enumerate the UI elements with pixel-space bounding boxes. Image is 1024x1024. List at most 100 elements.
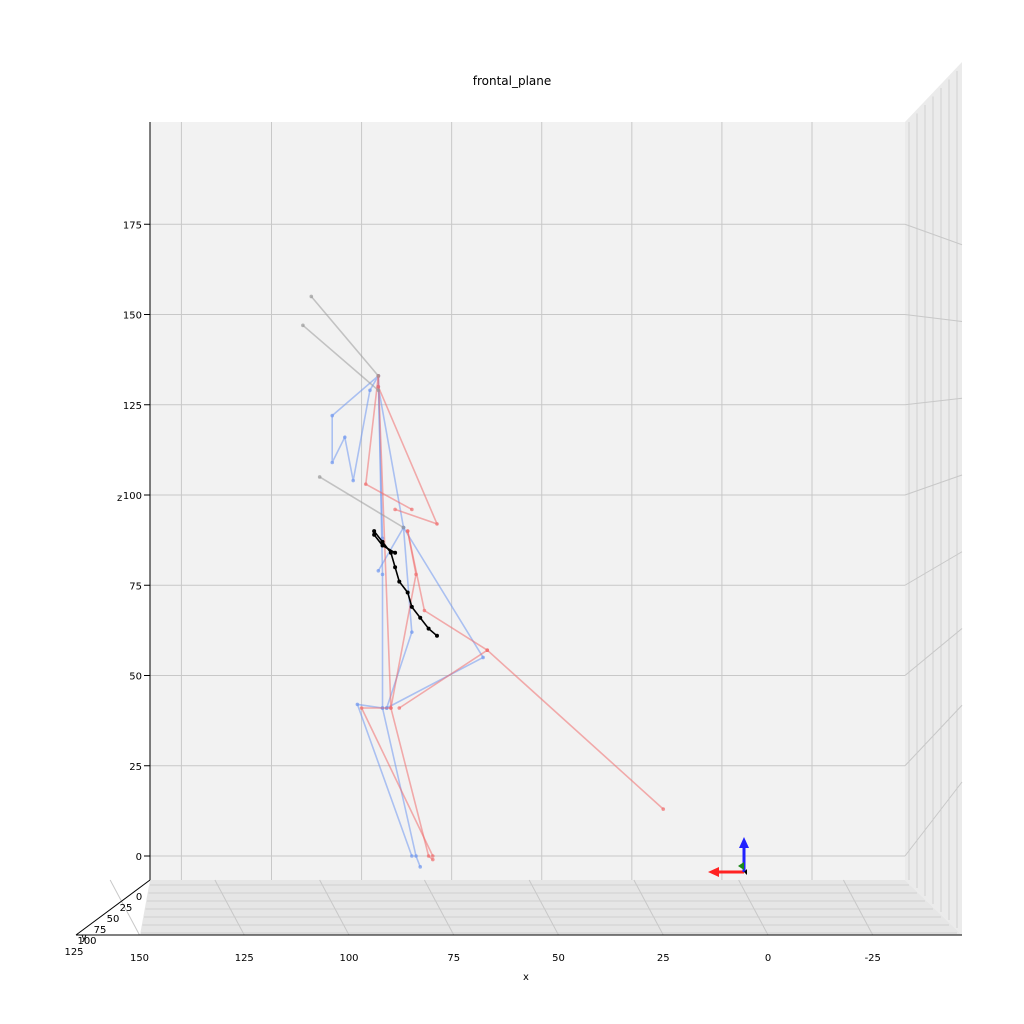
floor-pane bbox=[140, 880, 962, 935]
data-point-black bbox=[393, 550, 398, 555]
series-line-grey bbox=[310, 295, 379, 377]
series-line-blue bbox=[377, 386, 485, 709]
data-point-red bbox=[422, 608, 427, 613]
data-point-red bbox=[431, 857, 435, 862]
data-point-blue bbox=[330, 460, 335, 465]
z-tick-label: 125 bbox=[123, 401, 142, 412]
z-tick-label: 25 bbox=[129, 762, 142, 773]
data-point-red bbox=[661, 807, 666, 811]
series-grey bbox=[301, 294, 406, 530]
y-tick-label: 125 bbox=[64, 947, 83, 958]
data-point-red bbox=[397, 706, 402, 710]
floor-gridline bbox=[423, 879, 455, 936]
data-point-blue bbox=[343, 435, 347, 440]
chart-title: frontal_plane bbox=[473, 74, 552, 88]
data-point-blue bbox=[410, 630, 414, 634]
series-black bbox=[372, 529, 439, 638]
data-point-blue bbox=[351, 478, 355, 483]
data-point-red bbox=[414, 572, 418, 577]
x-axis-label: x bbox=[523, 972, 529, 983]
data-point-red bbox=[393, 507, 397, 512]
z-tick-label: 50 bbox=[129, 672, 142, 683]
data-point-grey bbox=[401, 525, 406, 530]
data-point-black bbox=[393, 565, 398, 570]
data-point-red bbox=[405, 529, 410, 533]
data-series bbox=[301, 294, 666, 869]
origin-axes bbox=[708, 837, 749, 877]
data-point-black bbox=[380, 539, 385, 544]
data-point-grey bbox=[317, 475, 322, 479]
data-point-red bbox=[363, 482, 368, 486]
z-tick-label: 0 bbox=[136, 852, 142, 863]
data-point-red bbox=[431, 854, 435, 858]
side-gridline bbox=[904, 781, 963, 857]
data-point-grey bbox=[376, 374, 381, 378]
y-axis-line bbox=[75, 879, 151, 936]
side-gridline bbox=[904, 397, 963, 406]
series-red bbox=[359, 374, 666, 862]
series-line-grey bbox=[319, 476, 404, 529]
x-tick-label: 75 bbox=[447, 953, 460, 964]
origin-x-arrowhead bbox=[708, 867, 719, 877]
side-gridline bbox=[904, 314, 963, 322]
floor-gridline bbox=[528, 879, 559, 936]
y-tick-label: 0 bbox=[136, 892, 142, 903]
axis-panes bbox=[140, 62, 962, 935]
floor-gridline bbox=[109, 879, 140, 936]
data-point-grey bbox=[309, 294, 314, 299]
series-line-red bbox=[377, 375, 434, 861]
data-point-black bbox=[426, 626, 431, 631]
origin-z-arrowhead bbox=[739, 837, 749, 848]
z-tick-label: 175 bbox=[123, 220, 142, 231]
x-tick-label: 50 bbox=[552, 953, 565, 964]
data-point-black bbox=[434, 633, 439, 638]
data-point-blue bbox=[414, 854, 418, 858]
data-point-black bbox=[409, 604, 414, 609]
floor-gridline bbox=[842, 879, 874, 936]
floor-gridline bbox=[319, 879, 350, 936]
data-point-black bbox=[372, 529, 377, 534]
data-point-black bbox=[405, 590, 410, 595]
x-tick-label: 0 bbox=[765, 953, 771, 964]
y-tick-label: 25 bbox=[120, 903, 133, 914]
data-point-red bbox=[410, 507, 414, 512]
side-gridline bbox=[904, 223, 963, 246]
origin-y-arrowhead bbox=[738, 862, 744, 870]
floor-gridline bbox=[633, 879, 664, 936]
data-point-blue bbox=[330, 413, 335, 418]
data-point-red bbox=[389, 706, 393, 710]
z-tick-label: 100 bbox=[123, 491, 142, 502]
series-line-blue bbox=[377, 527, 405, 572]
data-point-black bbox=[418, 615, 423, 620]
z-tick-label: 150 bbox=[123, 311, 142, 322]
y-tick-label: 100 bbox=[77, 936, 96, 947]
data-point-red bbox=[435, 522, 439, 526]
side-gridline bbox=[904, 474, 963, 496]
back-pane bbox=[150, 122, 905, 880]
side-gridline bbox=[904, 628, 963, 676]
data-point-blue bbox=[418, 865, 423, 869]
data-point-black bbox=[380, 543, 385, 548]
z-tick-label: 75 bbox=[129, 581, 142, 592]
floor-gridline bbox=[214, 879, 245, 936]
data-point-black bbox=[397, 579, 402, 584]
series-line-red bbox=[398, 649, 488, 709]
z-axis-label: z bbox=[117, 493, 122, 504]
data-point-blue bbox=[380, 536, 385, 541]
data-point-grey bbox=[376, 388, 381, 393]
data-point-black bbox=[372, 532, 377, 537]
series-line-grey bbox=[302, 324, 379, 391]
y-tick-label: 75 bbox=[94, 925, 107, 936]
y-tick-label: 50 bbox=[107, 914, 120, 925]
data-point-blue bbox=[368, 388, 372, 393]
data-point-blue bbox=[380, 572, 385, 577]
data-point-grey bbox=[301, 323, 305, 328]
x-tick-label: -25 bbox=[865, 953, 881, 964]
data-point-blue bbox=[376, 569, 381, 573]
origin-point bbox=[744, 869, 747, 875]
data-point-blue bbox=[481, 655, 485, 660]
side-gridline bbox=[904, 551, 963, 586]
grid-lines bbox=[75, 122, 963, 936]
